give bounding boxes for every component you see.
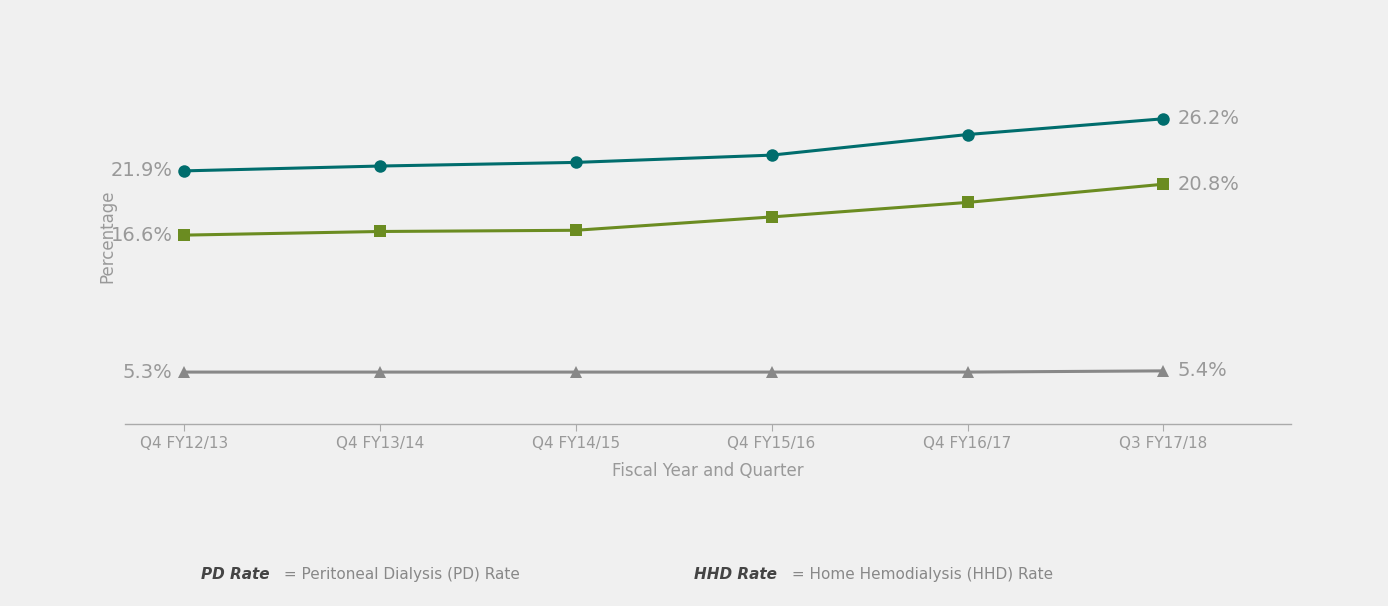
- Text: HHD Rate: HHD Rate: [694, 567, 777, 582]
- Text: 5.3%: 5.3%: [124, 362, 172, 382]
- Text: 20.8%: 20.8%: [1177, 175, 1239, 194]
- X-axis label: Fiscal Year and Quarter: Fiscal Year and Quarter: [612, 462, 804, 480]
- Text: 5.4%: 5.4%: [1177, 361, 1227, 381]
- Text: PD Rate: PD Rate: [201, 567, 269, 582]
- Text: = Home Hemodialysis (HHD) Rate: = Home Hemodialysis (HHD) Rate: [787, 567, 1053, 582]
- Text: 16.6%: 16.6%: [111, 225, 172, 245]
- Text: 26.2%: 26.2%: [1177, 109, 1239, 128]
- Y-axis label: Percentage: Percentage: [99, 190, 117, 283]
- Text: 21.9%: 21.9%: [111, 161, 172, 181]
- Text: = Peritoneal Dialysis (PD) Rate: = Peritoneal Dialysis (PD) Rate: [279, 567, 520, 582]
